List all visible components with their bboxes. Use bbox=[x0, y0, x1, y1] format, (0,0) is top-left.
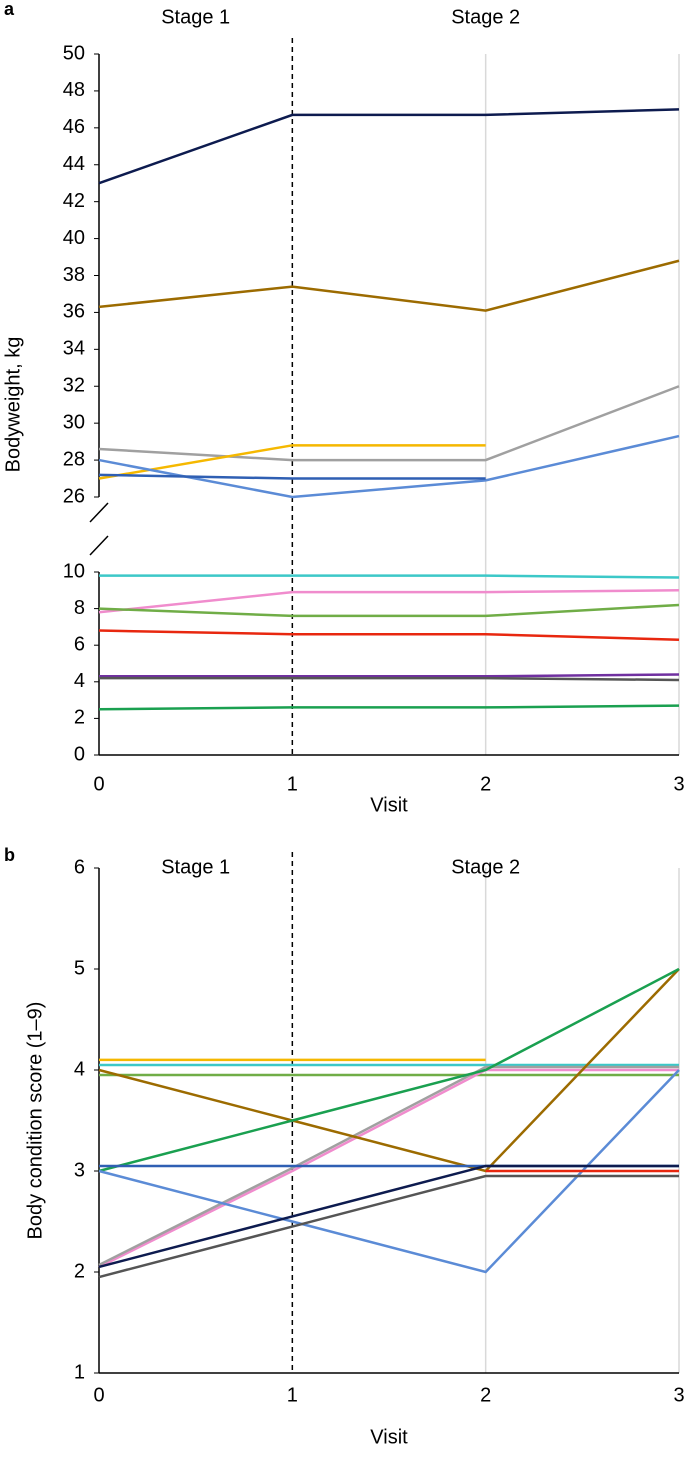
series-line bbox=[99, 676, 680, 682]
y-tick-label: 1 bbox=[74, 1361, 85, 1383]
axis-break bbox=[89, 535, 109, 556]
x-axis-label: Visit bbox=[370, 1426, 408, 1448]
x-tick-label: 3 bbox=[673, 773, 684, 795]
series-line bbox=[98, 704, 680, 711]
y-tick-label: 0 bbox=[74, 743, 85, 765]
y-tick-label: 32 bbox=[63, 375, 85, 397]
series-line bbox=[98, 259, 680, 312]
series-line bbox=[98, 968, 680, 1173]
y-tick-label: 3 bbox=[74, 1159, 85, 1181]
series-line bbox=[98, 444, 486, 480]
x-tick-label: 0 bbox=[93, 1384, 104, 1406]
y-tick-label: 36 bbox=[63, 301, 85, 323]
y-tick-label: 40 bbox=[63, 227, 85, 249]
y-tick-label: 6 bbox=[74, 856, 85, 878]
stage-label: Stage 1 bbox=[161, 6, 230, 28]
x-axis-label: Visit bbox=[370, 794, 408, 816]
y-axis-label: Bodyweight, kg bbox=[2, 337, 24, 473]
series-line bbox=[98, 1068, 679, 1269]
y-tick-label: 2 bbox=[74, 707, 85, 729]
y-tick-label: 26 bbox=[63, 485, 85, 507]
y-tick-label: 34 bbox=[63, 338, 85, 360]
series-line bbox=[98, 629, 680, 641]
y-tick-label: 46 bbox=[63, 116, 85, 138]
y-tick-label: 8 bbox=[74, 597, 85, 619]
stage-label: Stage 1 bbox=[161, 856, 230, 878]
series-line bbox=[98, 603, 680, 618]
x-tick-label: 1 bbox=[287, 773, 298, 795]
series-line bbox=[98, 1065, 679, 1267]
x-tick-label: 2 bbox=[480, 1384, 491, 1406]
series-line bbox=[98, 108, 680, 185]
y-tick-label: 50 bbox=[63, 42, 85, 64]
series-line bbox=[98, 589, 680, 614]
y-tick-label: 42 bbox=[63, 190, 85, 212]
x-tick-label: 3 bbox=[673, 1384, 684, 1406]
series-line bbox=[98, 1174, 679, 1279]
y-tick-label: 28 bbox=[63, 448, 85, 470]
y-tick-label: 4 bbox=[74, 1058, 85, 1080]
y-tick-label: 38 bbox=[63, 264, 85, 286]
series-line bbox=[98, 385, 680, 462]
y-axis-label: Body condition score (1–9) bbox=[24, 1002, 46, 1240]
x-tick-label: 0 bbox=[93, 773, 104, 795]
series-line bbox=[98, 473, 486, 480]
series-line bbox=[98, 967, 680, 1173]
series-line bbox=[99, 574, 680, 579]
y-tick-label: 10 bbox=[63, 560, 85, 582]
series-line bbox=[98, 1164, 679, 1269]
y-tick-label: 30 bbox=[63, 411, 85, 433]
y-tick-label: 5 bbox=[74, 957, 85, 979]
panel-label: a bbox=[4, 0, 15, 19]
y-tick-label: 6 bbox=[74, 633, 85, 655]
series-line bbox=[99, 673, 680, 678]
y-tick-label: 2 bbox=[74, 1260, 85, 1282]
y-tick-label: 44 bbox=[63, 153, 85, 175]
y-tick-label: 48 bbox=[63, 79, 85, 101]
panel-label: b bbox=[4, 845, 15, 865]
series-line bbox=[98, 434, 680, 499]
stage-label: Stage 2 bbox=[451, 856, 520, 878]
stage-label: Stage 2 bbox=[451, 6, 520, 28]
axis-break bbox=[89, 502, 109, 523]
x-tick-label: 2 bbox=[480, 773, 491, 795]
x-tick-label: 1 bbox=[287, 1384, 298, 1406]
y-tick-label: 4 bbox=[74, 670, 85, 692]
